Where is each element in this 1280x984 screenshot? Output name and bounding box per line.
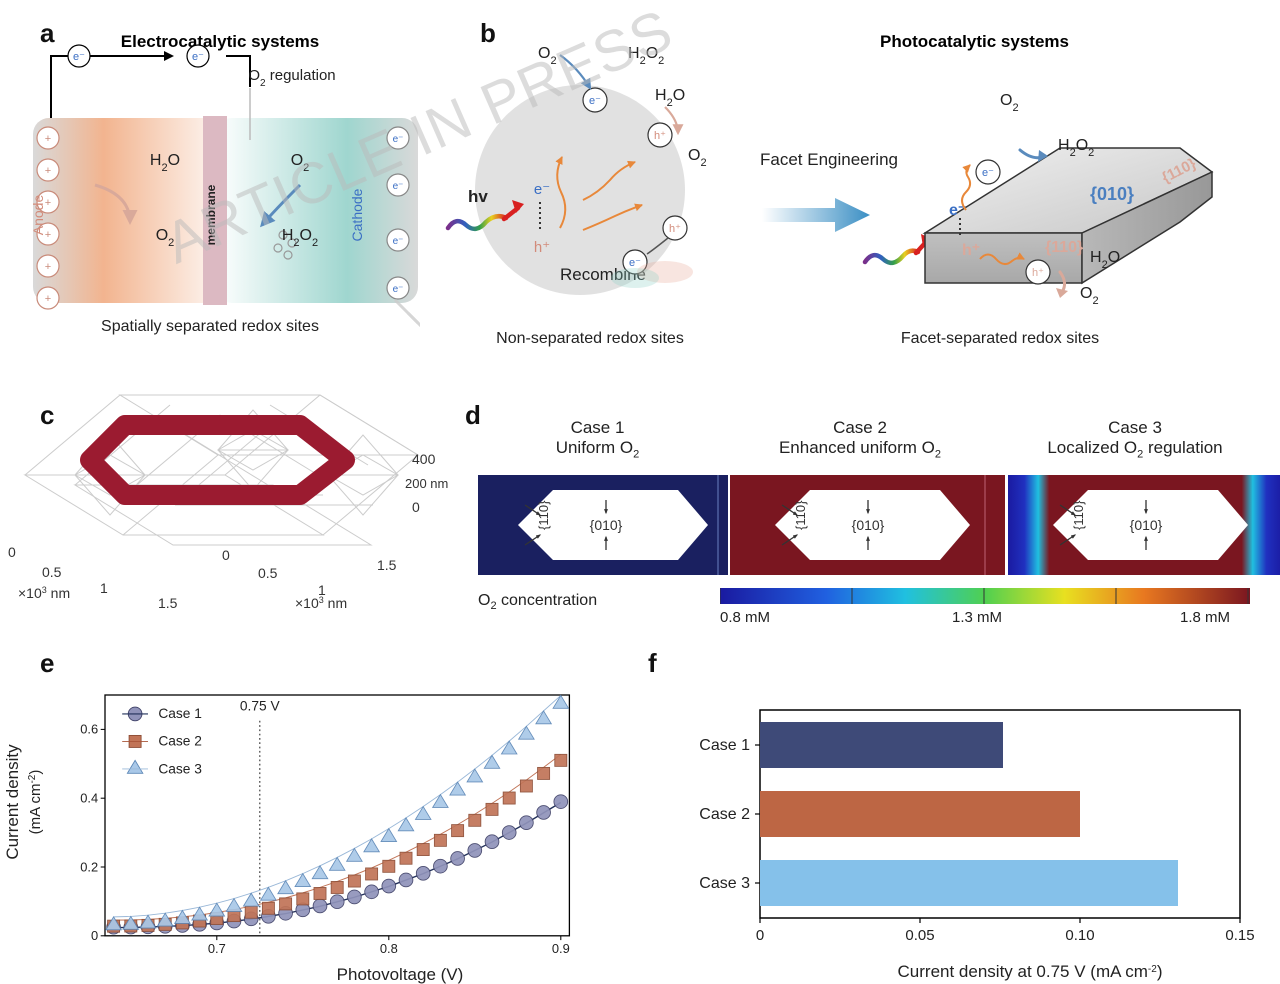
svg-text:0.4: 0.4 [80,791,98,806]
svg-text:Cathode: Cathode [349,188,365,241]
svg-text:membrane: membrane [204,184,218,245]
svg-text:0.15: 0.15 [1225,927,1254,944]
svg-text:{110}: {110} [1071,500,1086,530]
svg-text:Case 3: Case 3 [158,761,202,776]
svg-text:0.5: 0.5 [42,564,62,580]
svg-text:1.3 mM: 1.3 mM [952,609,1002,626]
svg-text:e⁻: e⁻ [982,167,994,179]
svg-text:×103 nm: ×103 nm [295,595,347,611]
svg-text:0.05: 0.05 [905,927,934,944]
svg-text:e⁻: e⁻ [192,51,204,63]
svg-text:Case 1: Case 1 [699,737,750,754]
svg-text:0.6: 0.6 [80,722,98,737]
svg-text:400: 400 [412,451,436,467]
svg-text:+: + [45,261,51,273]
svg-text:{110}: {110} [1045,239,1083,256]
svg-text:0.9: 0.9 [552,941,570,956]
svg-text:1.8 mM: 1.8 mM [1180,609,1230,626]
svg-text:Anode: Anode [30,195,46,236]
svg-text:Photovoltage (V): Photovoltage (V) [337,965,464,984]
svg-text:1.5: 1.5 [158,595,178,611]
svg-text:+: + [45,293,51,305]
svg-text:×103 nm: ×103 nm [18,585,70,601]
svg-text:h⁺: h⁺ [654,130,666,142]
svg-text:{110}: {110} [793,500,808,530]
svg-text:Current density: Current density [3,744,22,860]
svg-text:O2: O2 [1000,92,1019,114]
svg-text:Case 1: Case 1 [158,706,202,721]
svg-text:O2: O2 [1080,285,1099,307]
svg-text:0.7: 0.7 [208,941,226,956]
svg-text:{010}: {010} [590,517,623,533]
svg-text:hv: hv [468,187,488,206]
svg-text:0: 0 [412,499,420,515]
svg-text:O2: O2 [538,45,557,67]
svg-text:H2O: H2O [655,87,685,109]
svg-text:0: 0 [222,547,230,563]
svg-text:Current density at 0.75 V (mA: Current density at 0.75 V (mA cm-2) [898,962,1163,981]
svg-text:1: 1 [100,580,108,596]
svg-text:0: 0 [8,544,16,560]
svg-text:0: 0 [91,928,98,943]
svg-text:H2O2: H2O2 [628,45,664,67]
svg-text:h⁺: h⁺ [1032,267,1044,279]
svg-text:200 nm: 200 nm [405,476,448,491]
svg-text:h⁺: h⁺ [962,242,980,259]
svg-text:e⁻: e⁻ [393,236,404,247]
svg-text:e⁻: e⁻ [73,51,85,63]
svg-text:h⁺: h⁺ [534,239,550,256]
svg-text:e⁻: e⁻ [393,134,404,145]
svg-text:{010}: {010} [852,517,885,533]
svg-text:O2 regulation: O2 regulation [248,67,335,89]
svg-text:{010}: {010} [1130,517,1163,533]
svg-text:0.2: 0.2 [80,859,98,874]
svg-text:e⁻: e⁻ [393,181,404,192]
svg-text:1.5: 1.5 [377,557,397,573]
svg-text:e⁻: e⁻ [534,181,550,198]
svg-text:{110}: {110} [536,500,551,530]
svg-text:Case 3: Case 3 [699,875,750,892]
svg-text:h⁺: h⁺ [669,223,681,235]
svg-text:+: + [45,165,51,177]
svg-text:+: + [45,133,51,145]
svg-text:0.8: 0.8 [380,941,398,956]
svg-text:O2: O2 [688,147,707,169]
svg-text:0.5: 0.5 [258,565,278,581]
svg-text:0: 0 [756,927,764,944]
svg-text:Case 2: Case 2 [699,806,750,823]
svg-text:0.75 V: 0.75 V [240,698,281,713]
svg-text:e⁻: e⁻ [393,284,404,295]
svg-text:{010}: {010} [1090,184,1134,204]
svg-text:Case 2: Case 2 [158,734,202,749]
svg-text:e⁻: e⁻ [629,257,641,269]
svg-text:(mA cm-2): (mA cm-2) [27,770,45,835]
svg-text:0.8 mM: 0.8 mM [720,609,770,626]
svg-text:0.10: 0.10 [1065,927,1094,944]
svg-text:e⁻: e⁻ [589,95,601,107]
